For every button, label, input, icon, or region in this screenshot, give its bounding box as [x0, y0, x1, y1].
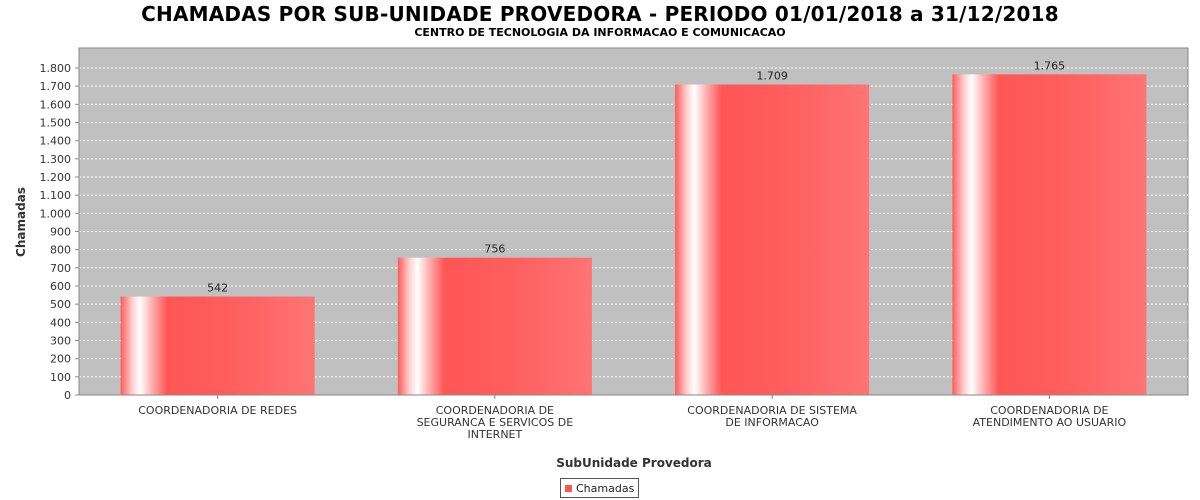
legend-swatch — [565, 484, 572, 492]
data-label: 756 — [484, 243, 505, 256]
x-tick-label: INTERNET — [468, 428, 523, 441]
y-tick-label: 1.700 — [40, 80, 72, 93]
y-tick-label: 0 — [64, 389, 71, 402]
y-tick-label: 1.100 — [40, 189, 72, 202]
data-label: 1.709 — [756, 70, 788, 83]
y-tick-label: 1.500 — [40, 116, 72, 129]
bar — [120, 296, 315, 395]
legend: Chamadas — [560, 478, 640, 498]
chart-subtitle: CENTRO DE TECNOLOGIA DA INFORMACAO E COM… — [414, 26, 786, 39]
x-tick-label: COORDENADORIA DE — [436, 404, 554, 417]
x-tick-label: SEGURANCA E SERVICOS DE — [417, 416, 574, 429]
y-tick-label: 500 — [50, 298, 71, 311]
bar — [952, 74, 1147, 396]
y-tick-label: 300 — [50, 334, 71, 347]
x-tick-label: COORDENADORIA DE — [990, 404, 1108, 417]
x-tick-label: COORDENADORIA DE REDES — [138, 404, 297, 417]
y-tick-label: 100 — [50, 371, 71, 384]
y-tick-label: 1.400 — [40, 135, 72, 148]
y-tick-label: 1.800 — [40, 62, 72, 75]
x-tick-label: DE INFORMACAO — [725, 416, 819, 429]
y-axis-title: Chamadas — [14, 187, 28, 257]
y-tick-label: 1.600 — [40, 98, 72, 111]
bar — [675, 84, 870, 395]
x-axis-title: SubUnidade Provedora — [556, 456, 712, 470]
y-tick-label: 1.200 — [40, 171, 72, 184]
data-label: 542 — [207, 282, 228, 295]
y-tick-label: 400 — [50, 316, 71, 329]
y-tick-label: 200 — [50, 353, 71, 366]
bar — [397, 257, 592, 395]
y-tick-label: 600 — [50, 280, 71, 293]
x-tick-label: COORDENADORIA DE SISTEMA — [687, 404, 857, 417]
y-tick-label: 1.300 — [40, 153, 72, 166]
y-tick-label: 1.000 — [40, 207, 72, 220]
legend-label: Chamadas — [576, 481, 635, 495]
data-label: 1.765 — [1034, 59, 1066, 72]
y-tick-label: 800 — [50, 244, 71, 257]
y-tick-label: 700 — [50, 262, 71, 275]
chart-title: CHAMADAS POR SUB-UNIDADE PROVEDORA - PER… — [141, 2, 1059, 26]
y-tick-label: 900 — [50, 225, 71, 238]
x-tick-label: ATENDIMENTO AO USUARIO — [973, 416, 1127, 429]
